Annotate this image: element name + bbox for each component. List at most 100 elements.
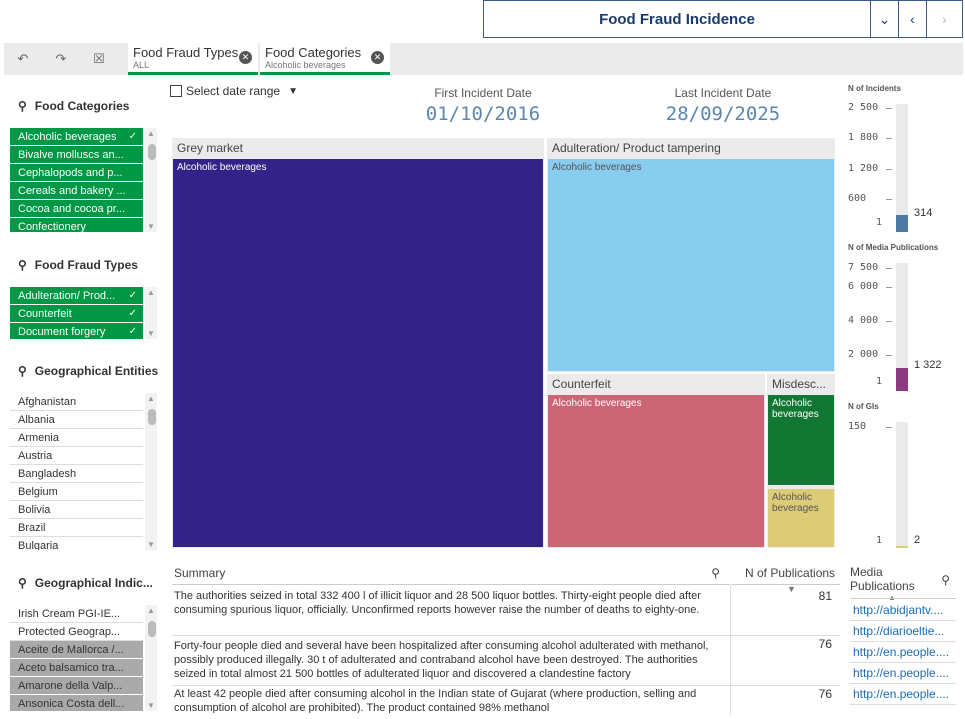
scroll-down-icon[interactable]: ▼ (147, 329, 155, 338)
table-header-publications[interactable]: N of Publications ▼ (731, 563, 840, 594)
scroll-down-icon[interactable]: ▼ (147, 540, 155, 549)
search-icon[interactable]: ⚲ (18, 576, 27, 590)
gauge-tick-mark (886, 287, 892, 288)
table-row[interactable]: The authorities seized in total 332 400 … (172, 586, 840, 636)
sort-desc-icon[interactable]: ▼ (787, 584, 796, 594)
list-item[interactable]: Bolivia (10, 501, 143, 519)
app-title-dropdown[interactable]: Food Fraud Incidence (484, 1, 870, 37)
scroll-down-icon[interactable]: ▼ (147, 701, 155, 710)
search-icon[interactable]: ⚲ (18, 99, 27, 113)
next-sheet-button[interactable]: › (926, 1, 962, 37)
treemap-cell[interactable]: Alcoholic beverages (173, 159, 543, 547)
search-icon[interactable]: ⚲ (18, 258, 27, 272)
selections-bar: ↶ ↷ ☒ Food Fraud Types ALL ✕ Food Catego… (4, 43, 963, 75)
list-item[interactable]: Counterfeit ✓ (10, 305, 143, 323)
list-item[interactable]: Cereals and bakery ... (10, 182, 143, 200)
list-item-label: Cereals and bakery ... (18, 185, 126, 197)
table-row[interactable]: At least 42 people died after consuming … (172, 686, 840, 714)
list-item[interactable]: Adulteration/ Prod... ✓ (10, 287, 143, 305)
list-item[interactable]: Austria (10, 447, 143, 465)
list-item-label: Irish Cream PGI-IE... (18, 608, 121, 620)
search-icon[interactable]: ⚲ (711, 566, 720, 580)
search-icon[interactable]: ⚲ (941, 573, 950, 587)
list-item[interactable]: Armenia (10, 429, 143, 447)
selection-chip-food-fraud-types[interactable]: Food Fraud Types ALL ✕ (128, 43, 258, 75)
list-item[interactable]: Protected Geograp... (10, 623, 143, 641)
media-link[interactable]: http://en.people.... (850, 642, 956, 663)
list-item[interactable]: Document forgery ✓ (10, 323, 143, 339)
scroll-up-icon[interactable]: ▲ (147, 129, 155, 138)
date-range-picker[interactable]: Select date range ▼ (170, 84, 298, 98)
geo-entities-filter-title[interactable]: ⚲ Geographical Entities (18, 364, 158, 378)
step-back-icon: ↶ (17, 51, 29, 66)
media-publications-header[interactable]: Media Publications ⚲ ▲ (850, 565, 958, 602)
list-item[interactable]: Cephalopods and p... (10, 164, 143, 182)
scrollbar-thumb[interactable] (148, 144, 156, 160)
media-link[interactable]: http://en.people.... (850, 663, 956, 684)
treemap-cell[interactable]: Alcoholic beverages (768, 489, 834, 547)
scroll-up-icon[interactable]: ▲ (147, 606, 155, 615)
clear-selections-button[interactable]: ☒ (80, 43, 118, 75)
list-item-label: Confectionery (18, 221, 86, 232)
close-icon[interactable]: ✕ (239, 51, 252, 64)
treemap-cell-label: Alcoholic beverages (772, 398, 819, 420)
media-link[interactable]: http://diarioeltie... (850, 621, 956, 642)
list-item[interactable]: Confectionery (10, 218, 143, 232)
scrollbar-thumb[interactable] (148, 621, 156, 637)
list-item[interactable]: Afghanistan (10, 393, 143, 411)
step-back-button[interactable]: ↶ (4, 43, 42, 75)
list-item[interactable]: Irish Cream PGI-IE... (10, 605, 143, 623)
list-item[interactable]: Amarone della Valp... (10, 677, 143, 695)
clear-selections-icon: ☒ (93, 51, 105, 66)
list-item[interactable]: Bivalve molluscs an... (10, 146, 143, 164)
app-title: Food Fraud Incidence (599, 10, 755, 28)
media-link[interactable]: http://abidjantv.... (850, 600, 956, 621)
table-row[interactable]: Forty-four people died and several have … (172, 636, 840, 686)
sort-asc-icon[interactable]: ▲ (888, 591, 896, 605)
gauge-tick-label: 1 (875, 217, 882, 228)
previous-sheet-button[interactable]: ‹ (898, 1, 926, 37)
list-item-label: Brazil (18, 522, 46, 534)
treemap-cell[interactable]: Alcoholic beverages (548, 159, 834, 371)
treemap-cell[interactable]: Alcoholic beverages (548, 395, 764, 547)
list-item-label: Document forgery (18, 326, 106, 338)
media-link[interactable]: http://en.people.... (850, 684, 956, 705)
gauge-tick-mark (886, 321, 892, 322)
scrollbar[interactable]: ▲ ▼ (145, 605, 157, 711)
gauge-tick-label: 4 000 (848, 315, 879, 326)
selection-chip-food-categories[interactable]: Food Categories Alcoholic beverages ✕ (260, 43, 390, 75)
list-item[interactable]: Bangladesh (10, 465, 143, 483)
table-header-summary[interactable]: Summary ⚲ (172, 563, 730, 585)
close-icon[interactable]: ✕ (371, 51, 384, 64)
list-item[interactable]: Bulgaria (10, 537, 143, 550)
treemap-cell[interactable]: Alcoholic beverages (768, 395, 834, 485)
scroll-up-icon[interactable]: ▲ (147, 394, 155, 403)
step-forward-button[interactable]: ↷ (42, 43, 80, 75)
scroll-down-icon[interactable]: ▼ (147, 222, 155, 231)
scrollbar[interactable]: ▲ ▼ (145, 287, 157, 339)
gauge-tick: 1 (848, 535, 886, 546)
sheet-dropdown-button[interactable]: ⌄ (870, 1, 898, 37)
search-icon[interactable]: ⚲ (18, 364, 27, 378)
geo-indications-filter-title[interactable]: ⚲ Geographical Indic... (18, 576, 153, 590)
gauge-tick: 1 200 (848, 163, 892, 174)
list-item[interactable]: Ansonica Costa dell... (10, 695, 143, 711)
gauge-tick-label: 600 (848, 193, 867, 204)
list-item[interactable]: Cocoa and cocoa pr... (10, 200, 143, 218)
list-item[interactable]: Brazil (10, 519, 143, 537)
food-fraud-types-filter-title[interactable]: ⚲ Food Fraud Types (18, 258, 138, 272)
step-forward-icon: ↷ (55, 51, 67, 66)
scrollbar[interactable]: ▲ ▼ (145, 128, 157, 232)
scroll-up-icon[interactable]: ▲ (147, 288, 155, 297)
scrollbar-thumb[interactable] (148, 409, 156, 425)
food-categories-filter-title[interactable]: ⚲ Food Categories (18, 99, 129, 113)
list-item[interactable]: Alcoholic beverages ✓ (10, 128, 143, 146)
list-item[interactable]: Aceto balsamico tra... (10, 659, 143, 677)
list-item[interactable]: Albania (10, 411, 143, 429)
list-item-label: Aceto balsamico tra... (18, 662, 124, 674)
scrollbar[interactable]: ▲ ▼ (145, 393, 157, 550)
list-item[interactable]: Aceite de Mallorca /... (10, 641, 143, 659)
list-item-label: Bivalve molluscs an... (18, 149, 124, 161)
list-item[interactable]: Belgium (10, 483, 143, 501)
list-item-label: Belgium (18, 486, 58, 498)
